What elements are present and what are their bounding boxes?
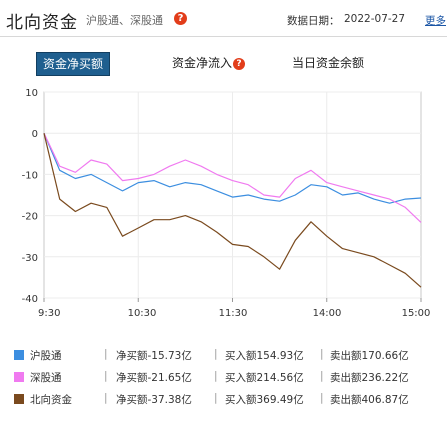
y-tick-label: -10 <box>22 170 38 181</box>
y-tick-label: 0 <box>32 129 38 140</box>
x-tick-label: 11:30 <box>219 308 248 319</box>
legend-buy: 买入额369.49亿 <box>225 394 304 406</box>
question-icon[interactable]: ? <box>233 57 246 70</box>
swatch-shanghai <box>14 350 24 360</box>
legend-name: 北向资金 <box>30 394 72 406</box>
x-tick-label: 9:30 <box>38 308 60 319</box>
legend-name: 深股通 <box>30 372 62 384</box>
legend-net: 净买额-21.65亿 <box>116 372 192 384</box>
legend-sell: 卖出额170.66亿 <box>330 350 409 362</box>
y-tick-label: 10 <box>25 88 38 99</box>
question-icon[interactable]: ? <box>174 12 187 25</box>
legend-net: 净买额-15.73亿 <box>116 350 192 362</box>
series-line-shenzhen <box>43 132 422 223</box>
net-buy-chart: 10 0 -10 -20 -30 -409:30 10:30 11:30 14:00 15:00 <box>22 88 431 319</box>
legend-row-shenzhen: 深股通 | 净买额-21.65亿 | 买入额214.56亿 | 卖出额236.2… <box>0 368 447 388</box>
header: 北向资金 沪股通、深股通 ? 数据日期： 2022-07-27 更多 <box>0 0 447 36</box>
legend-net: 净买额-37.38亿 <box>116 394 192 406</box>
legend-buy: 买入额154.93亿 <box>225 350 304 362</box>
tab-net-buy[interactable]: 资金净买额 <box>36 52 111 76</box>
legend-name: 沪股通 <box>30 350 62 362</box>
swatch-northbound <box>14 394 24 404</box>
x-tick-label: 14:00 <box>313 308 342 319</box>
swatch-shenzhen <box>14 372 24 382</box>
page-title: 北向资金 <box>6 13 78 33</box>
series-line-shanghai <box>43 132 422 204</box>
divider: | <box>104 370 108 382</box>
divider: | <box>214 348 218 360</box>
legend-sell: 卖出额236.22亿 <box>330 372 409 384</box>
legend-sell: 卖出额406.87亿 <box>330 394 409 406</box>
tab-bar: 资金净买额 资金净流入? 当日资金余额 <box>0 50 447 76</box>
divider: | <box>214 392 218 404</box>
x-tick-label: 15:00 <box>402 308 431 319</box>
date-value: 2022-07-27 <box>344 13 406 25</box>
legend-buy: 买入额214.56亿 <box>225 372 304 384</box>
header-divider <box>0 36 447 37</box>
page-subtitle: 沪股通、深股通 <box>86 14 163 27</box>
divider: | <box>320 370 324 382</box>
tab-daily-balance[interactable]: 当日资金余额 <box>292 56 365 70</box>
divider: | <box>320 392 324 404</box>
y-tick-label: -40 <box>22 294 38 305</box>
divider: | <box>214 370 218 382</box>
legend-row-northbound: 北向资金 | 净买额-37.38亿 | 买入额369.49亿 | 卖出额406.… <box>0 390 447 410</box>
series-line-northbound <box>43 133 422 288</box>
tab-net-inflow[interactable]: 资金净流入? <box>172 52 246 74</box>
legend-row-shanghai: 沪股通 | 净买额-15.73亿 | 买入额154.93亿 | 卖出额170.6… <box>0 346 447 366</box>
y-tick-label: -30 <box>22 253 38 264</box>
more-link[interactable]: 更多 <box>425 15 446 27</box>
y-tick-label: -20 <box>22 212 38 223</box>
divider: | <box>104 392 108 404</box>
divider: | <box>104 348 108 360</box>
tab-net-inflow-label: 资金净流入 <box>172 56 233 70</box>
divider: | <box>320 348 324 360</box>
x-tick-label: 10:30 <box>128 308 157 319</box>
date-label: 数据日期： <box>287 15 340 27</box>
